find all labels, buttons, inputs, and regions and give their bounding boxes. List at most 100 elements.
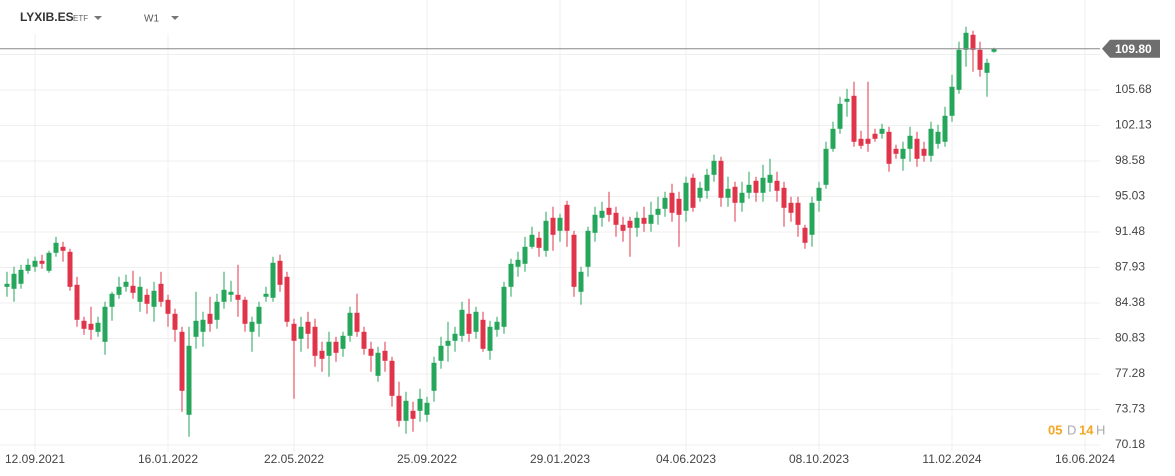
candle-body [305,321,311,334]
candle-body [466,313,472,334]
last-price-label: 109.80 [1115,42,1152,56]
candle-body [445,340,451,346]
candle-body [263,293,269,297]
candle-body [312,326,318,356]
candle-body [130,285,136,293]
candle-body [508,263,514,287]
candle-body [760,177,766,193]
candle-body [984,62,990,73]
candle-body [333,341,339,353]
candle-body [242,299,248,324]
candle-body [501,286,507,327]
candle-body [963,32,969,50]
candle-body [865,138,871,144]
candle-body [25,264,31,271]
candle-body [802,227,808,243]
candle-body [578,271,584,292]
candle-body [585,230,591,267]
candle-body [634,217,640,228]
candle-body [123,281,129,287]
y-tick-label: 105.68 [1115,82,1152,96]
candle-body [389,360,395,396]
timeframe[interactable]: W1 [144,14,159,25]
candle-body [900,148,906,159]
y-tick-label: 95.03 [1115,189,1145,203]
symbol[interactable]: LYXIB.ES [20,10,74,24]
candle-body [606,207,612,215]
countdown-d: D [1067,422,1076,437]
candle-body [116,286,122,295]
candle-body [795,202,801,225]
candle-body [711,160,717,175]
y-tick-label: 73.73 [1115,402,1145,416]
candle-body [886,131,892,164]
candle-body [424,402,430,415]
candle-body [977,49,983,70]
candle-body [151,290,157,307]
candle-body [410,410,416,419]
candle-body [18,269,24,284]
x-tick-label: 11.02.2024 [922,452,981,466]
y-tick-label: 102.13 [1115,118,1152,132]
grid [0,0,1100,452]
candle-body [676,198,682,215]
candle-body [326,341,332,356]
candle-body [781,187,787,208]
candle-body [949,86,955,116]
candle-body [753,180,759,193]
candle-body [928,128,934,156]
candle-body [970,34,976,50]
candle-body [774,180,780,191]
candle-body [46,252,52,271]
candle-body [480,319,486,349]
candle-body [396,395,402,421]
candle-body [704,174,710,191]
candle-body [221,289,227,302]
candle-body [893,148,899,154]
timeframe-dropdown[interactable] [171,16,179,20]
candle-body [452,333,458,341]
candle-body [109,293,115,307]
candle-body [627,220,633,228]
candle-body [837,103,843,129]
candle-body [529,234,535,247]
candle-body [809,202,815,235]
candle-body [172,313,178,330]
candle-body [284,276,290,322]
candle-body [228,291,234,295]
candle-body [550,217,556,235]
y-tick-label: 87.93 [1115,260,1145,274]
candle-body [291,323,297,341]
x-tick-label: 29.01.2023 [530,452,590,466]
candle-body [788,202,794,213]
y-tick-label: 98.58 [1115,153,1145,167]
y-tick-label: 77.28 [1115,366,1145,380]
candle-body [375,352,381,376]
candle-body [494,321,500,330]
candle-body [907,135,913,149]
candle-body [732,186,738,203]
candle-body [193,320,199,337]
candle-body [557,217,563,231]
plot [4,26,997,437]
candle-body [158,283,164,302]
candle-body [718,160,724,198]
candle-body [4,283,10,287]
candle-body [277,260,283,285]
candle-body [725,188,731,198]
y-tick-label: 91.48 [1115,224,1145,238]
symbol-dropdown[interactable] [94,16,102,20]
candle-body [235,294,241,300]
candle-body [641,217,647,224]
candle-body [473,311,479,332]
candle-body [844,98,850,102]
candle-body [137,286,143,302]
candle-body [571,234,577,287]
candle-body [655,208,661,215]
candle-body [382,350,388,361]
candle-body [872,133,878,139]
candle-body [851,95,857,142]
candle-body [214,301,220,320]
candle-body [921,148,927,156]
candle-body [438,345,444,361]
